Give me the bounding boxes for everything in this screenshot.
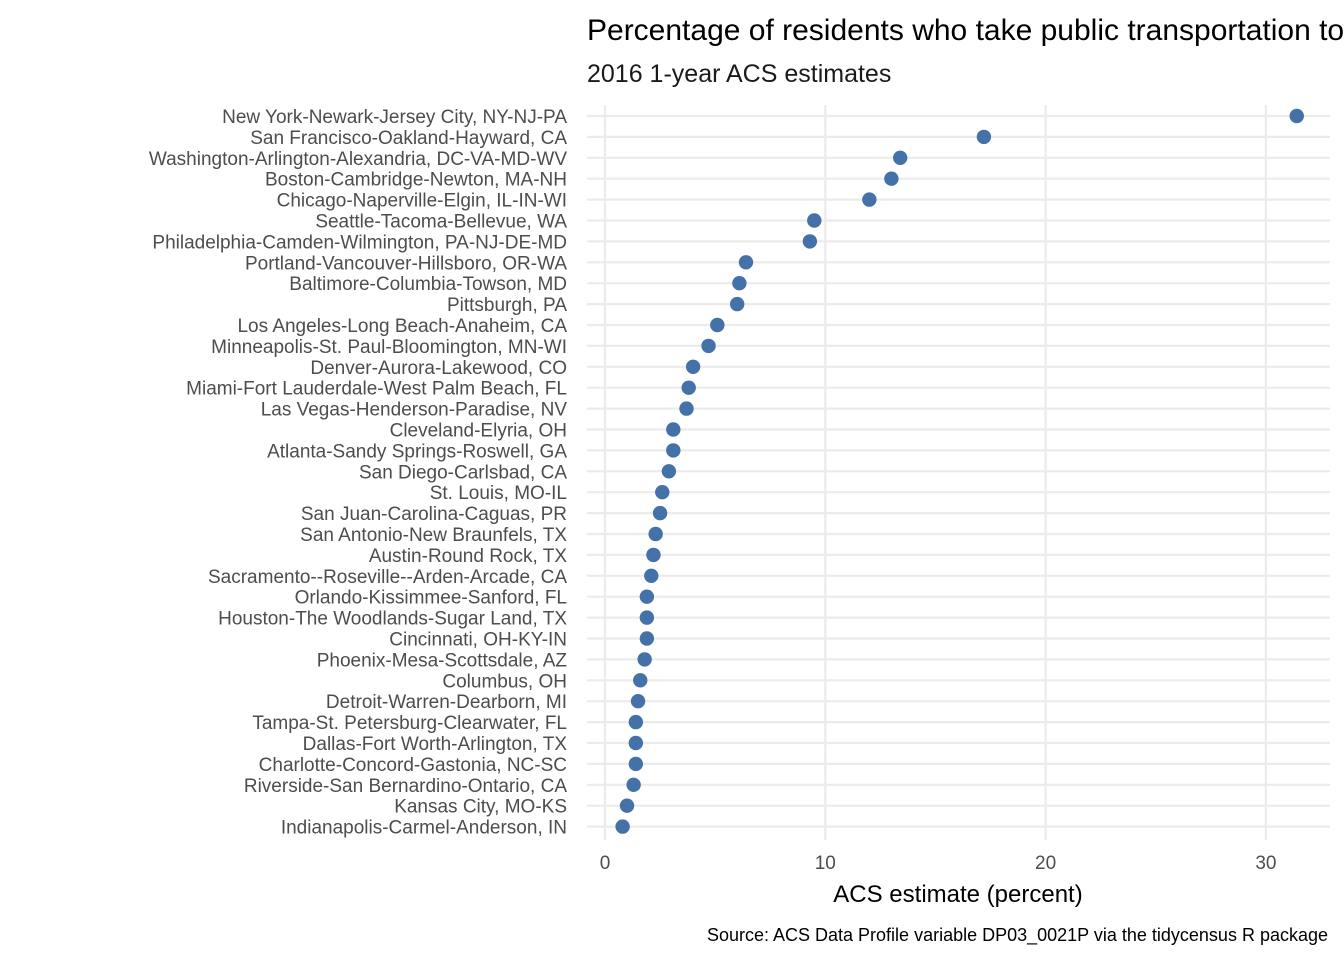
data-point	[637, 652, 652, 667]
x-tick-label: 0	[600, 853, 611, 874]
y-tick-label: Orlando-Kissimmee-Sanford, FL	[295, 588, 567, 609]
y-tick-label: Cincinnati, OH-KY-IN	[389, 630, 567, 651]
y-tick-label: Los Angeles-Long Beach-Anaheim, CA	[237, 316, 567, 337]
y-tick-label: Seattle-Tacoma-Bellevue, WA	[315, 212, 567, 233]
y-tick-label: Cleveland-Elyria, OH	[390, 421, 567, 442]
y-tick-label: San Antonio-New Braunfels, TX	[300, 525, 567, 546]
data-point	[666, 422, 681, 437]
data-point	[652, 505, 668, 521]
y-tick-label: Washington-Arlington-Alexandria, DC-VA-M…	[149, 149, 567, 170]
data-point	[884, 171, 899, 186]
grid-lines	[587, 105, 1330, 840]
data-point	[639, 631, 655, 646]
y-tick-label: San Diego-Carlsbad, CA	[359, 462, 567, 483]
y-tick-label: Philadelphia-Camden-Wilmington, PA-NJ-DE…	[152, 232, 567, 253]
y-tick-label: Pittsburgh, PA	[447, 295, 567, 316]
y-tick-label: Columbus, OH	[442, 671, 567, 692]
chart-caption: Source: ACS Data Profile variable DP03_0…	[707, 925, 1328, 946]
data-point	[679, 401, 694, 416]
y-tick-label: Miami-Fort Lauderdale-West Palm Beach, F…	[186, 379, 567, 400]
y-tick-label: Denver-Aurora-Lakewood, CO	[310, 358, 567, 379]
data-point	[802, 234, 818, 249]
y-tick-label: Tampa-St. Petersburg-Clearwater, FL	[252, 713, 567, 734]
data-point	[685, 359, 701, 374]
y-tick-label: Las Vegas-Henderson-Paradise, NV	[261, 400, 568, 421]
y-tick-label: Minneapolis-St. Paul-Bloomington, MN-WI	[211, 337, 567, 358]
data-point	[893, 150, 908, 165]
data-point	[862, 192, 877, 207]
y-tick-label: Sacramento--Roseville--Arden-Arcade, CA	[208, 567, 567, 588]
y-tick-label: Indianapolis-Carmel-Anderson, IN	[281, 818, 567, 839]
data-point	[729, 296, 745, 312]
chart-subtitle: 2016 1-year ACS estimates	[587, 60, 891, 88]
x-axis-tick-labels: 0 10 20 30	[600, 853, 1277, 874]
data-point	[681, 380, 696, 395]
y-tick-label: Riverside-San Bernardino-Ontario, CA	[244, 776, 567, 797]
y-tick-label: Portland-Vancouver-Hillsboro, OR-WA	[245, 253, 567, 274]
data-point	[738, 255, 754, 270]
data-point	[666, 443, 681, 458]
data-point	[646, 547, 661, 563]
y-tick-label: San Francisco-Oakland-Hayward, CA	[250, 128, 567, 149]
y-tick-label: Baltimore-Columbia-Towson, MD	[289, 274, 567, 295]
data-point	[630, 694, 646, 709]
data-point	[710, 317, 725, 333]
y-tick-label: San Juan-Carolina-Caguas, PR	[301, 504, 567, 525]
data-point	[628, 735, 644, 751]
data-point	[648, 526, 663, 542]
data-point	[701, 338, 716, 354]
y-tick-label: Chicago-Naperville-Elgin, IL-IN-WI	[277, 191, 567, 212]
chart-title: Percentage of residents who take public …	[587, 14, 1344, 47]
data-point	[628, 756, 644, 772]
y-tick-label: Kansas City, MO-KS	[394, 797, 567, 818]
y-tick-label: Charlotte-Concord-Gastonia, NC-SC	[259, 755, 567, 776]
y-tick-label: Atlanta-Sandy Springs-Roswell, GA	[267, 441, 567, 462]
y-tick-label: Houston-The Woodlands-Sugar Land, TX	[218, 609, 567, 630]
x-axis-label: ACS estimate (percent)	[833, 881, 1082, 908]
data-point	[619, 798, 635, 813]
y-tick-label: Detroit-Warren-Dearborn, MI	[326, 692, 567, 713]
data-point	[732, 276, 747, 291]
data-point	[626, 777, 641, 792]
y-tick-label: Dallas-Fort Worth-Arlington, TX	[303, 734, 568, 755]
data-point	[615, 819, 630, 834]
y-tick-label: Austin-Round Rock, TX	[369, 546, 568, 567]
data-point	[639, 610, 655, 625]
x-tick-label: 30	[1255, 853, 1276, 874]
data-point	[644, 568, 659, 583]
x-tick-label: 20	[1035, 853, 1056, 874]
data-point	[1289, 108, 1304, 124]
data-point	[639, 589, 655, 604]
y-tick-label: New York-Newark-Jersey City, NY-NJ-PA	[222, 107, 567, 128]
x-tick-label: 10	[815, 853, 836, 874]
data-point	[633, 673, 648, 688]
data-point	[655, 485, 670, 500]
data-points	[615, 108, 1304, 834]
y-tick-label: Boston-Cambridge-Newton, MA-NH	[265, 170, 567, 191]
data-point	[976, 129, 992, 145]
data-point	[628, 714, 644, 730]
y-axis-tick-labels: New York-Newark-Jersey City, NY-NJ-PASan…	[149, 107, 568, 839]
y-tick-label: Phoenix-Mesa-Scottsdale, AZ	[317, 650, 568, 671]
data-point	[807, 213, 822, 228]
y-tick-label: St. Louis, MO-IL	[430, 483, 567, 504]
data-point	[661, 464, 677, 479]
